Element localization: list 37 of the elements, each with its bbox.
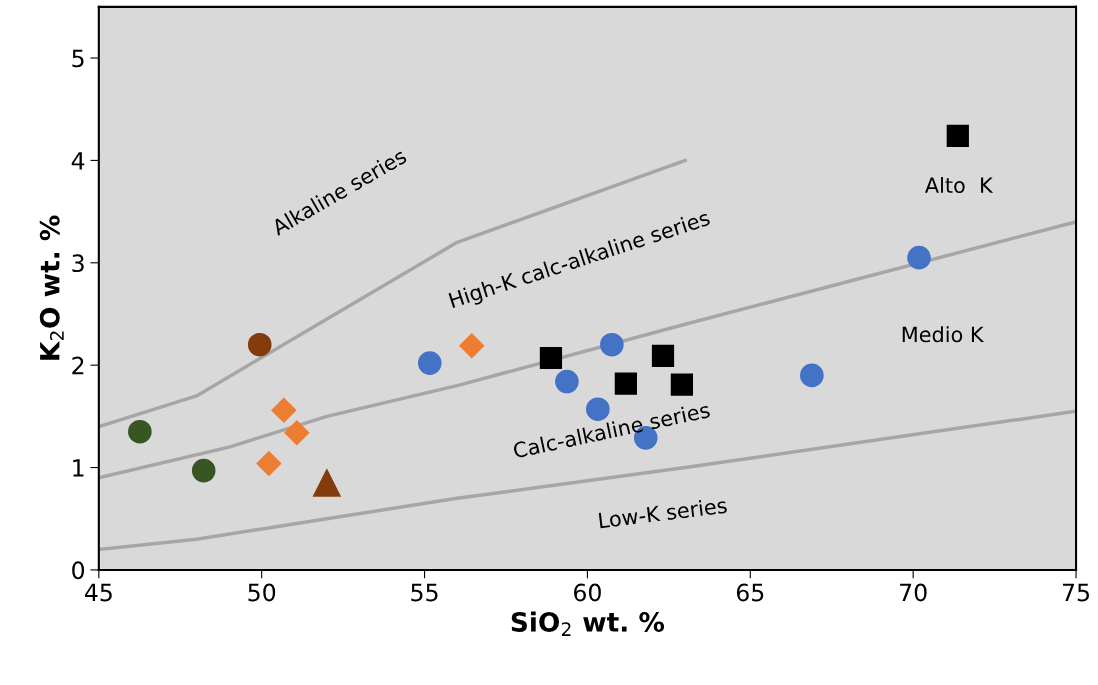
point [586,397,610,421]
x-tick-label: 75 [1062,583,1089,602]
point [459,333,485,359]
point [271,397,297,423]
y-axis-title: K$_{2}$O wt. % [39,215,64,360]
point [128,419,152,444]
point [651,344,675,368]
point [907,245,931,270]
point [284,420,310,446]
x-tick-label: 50 [248,583,276,602]
point [800,363,824,388]
y-tick-label: 5 [72,49,84,68]
x-tick-label: 45 [84,583,112,602]
point [191,458,216,483]
point [539,346,563,370]
point [670,373,694,396]
y-tick-label: 2 [72,356,84,375]
y-tick-label: 4 [71,152,85,170]
annotation: Alto K [925,176,994,194]
point [312,469,341,497]
x-tick-label: 65 [736,583,764,602]
x-tick-label: 60 [574,583,601,602]
x-tick-label: 55 [411,583,438,602]
point [256,450,282,476]
point [600,332,624,357]
y-tick-label: 1 [73,459,84,477]
point [247,332,272,357]
point [417,351,442,375]
annotation: Low-K series [598,496,728,529]
point [946,124,969,147]
y-tick-label: 3 [72,254,84,273]
x-axis-title: SiO$_{2}$ wt. % [511,611,665,636]
y-tick-label: 0 [72,561,85,580]
point [614,372,637,395]
point [555,369,579,394]
annotation: Medio K [902,326,985,343]
x-tick-label: 70 [900,583,927,602]
